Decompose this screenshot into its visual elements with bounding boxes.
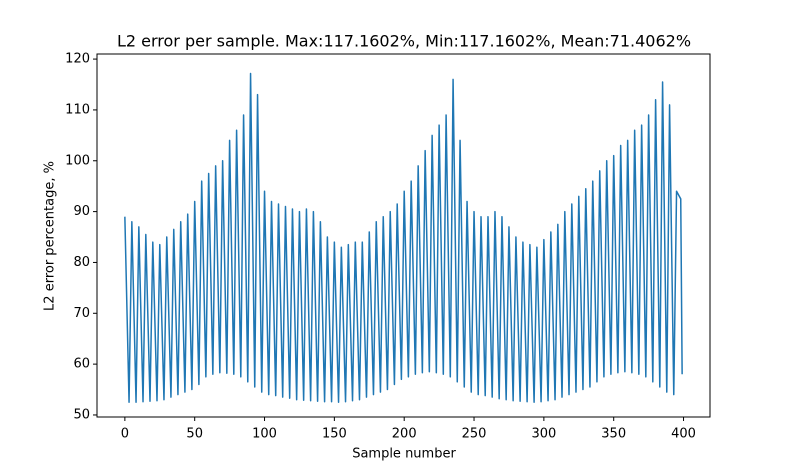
x-tick-label: 400 bbox=[671, 427, 696, 442]
x-axis-label: Sample number bbox=[352, 447, 456, 462]
y-axis-label: L2 error percentage, % bbox=[43, 161, 58, 311]
x-tick-label: 200 bbox=[392, 427, 417, 442]
x-tick-label: 300 bbox=[531, 427, 556, 442]
x-tick-label: 50 bbox=[186, 427, 203, 442]
y-tick-label: 60 bbox=[73, 357, 90, 372]
plot-frame bbox=[96, 53, 711, 418]
data-line bbox=[124, 72, 683, 404]
x-tick-label: 100 bbox=[252, 427, 277, 442]
y-tick-label: 90 bbox=[73, 204, 90, 219]
y-tick-label: 70 bbox=[73, 306, 90, 321]
x-tick-label: 250 bbox=[462, 427, 487, 442]
x-tick-label: 0 bbox=[121, 427, 129, 442]
x-tick-label: 350 bbox=[601, 427, 626, 442]
y-tick-label: 100 bbox=[65, 153, 90, 168]
y-tick-label: 120 bbox=[65, 52, 90, 67]
y-tick-label: 50 bbox=[73, 407, 90, 422]
y-tick-label: 110 bbox=[65, 102, 90, 117]
y-tick-label: 80 bbox=[73, 255, 90, 270]
chart-title: L2 error per sample. Max:117.1602%, Min:… bbox=[117, 32, 691, 51]
x-tick-label: 150 bbox=[322, 427, 347, 442]
